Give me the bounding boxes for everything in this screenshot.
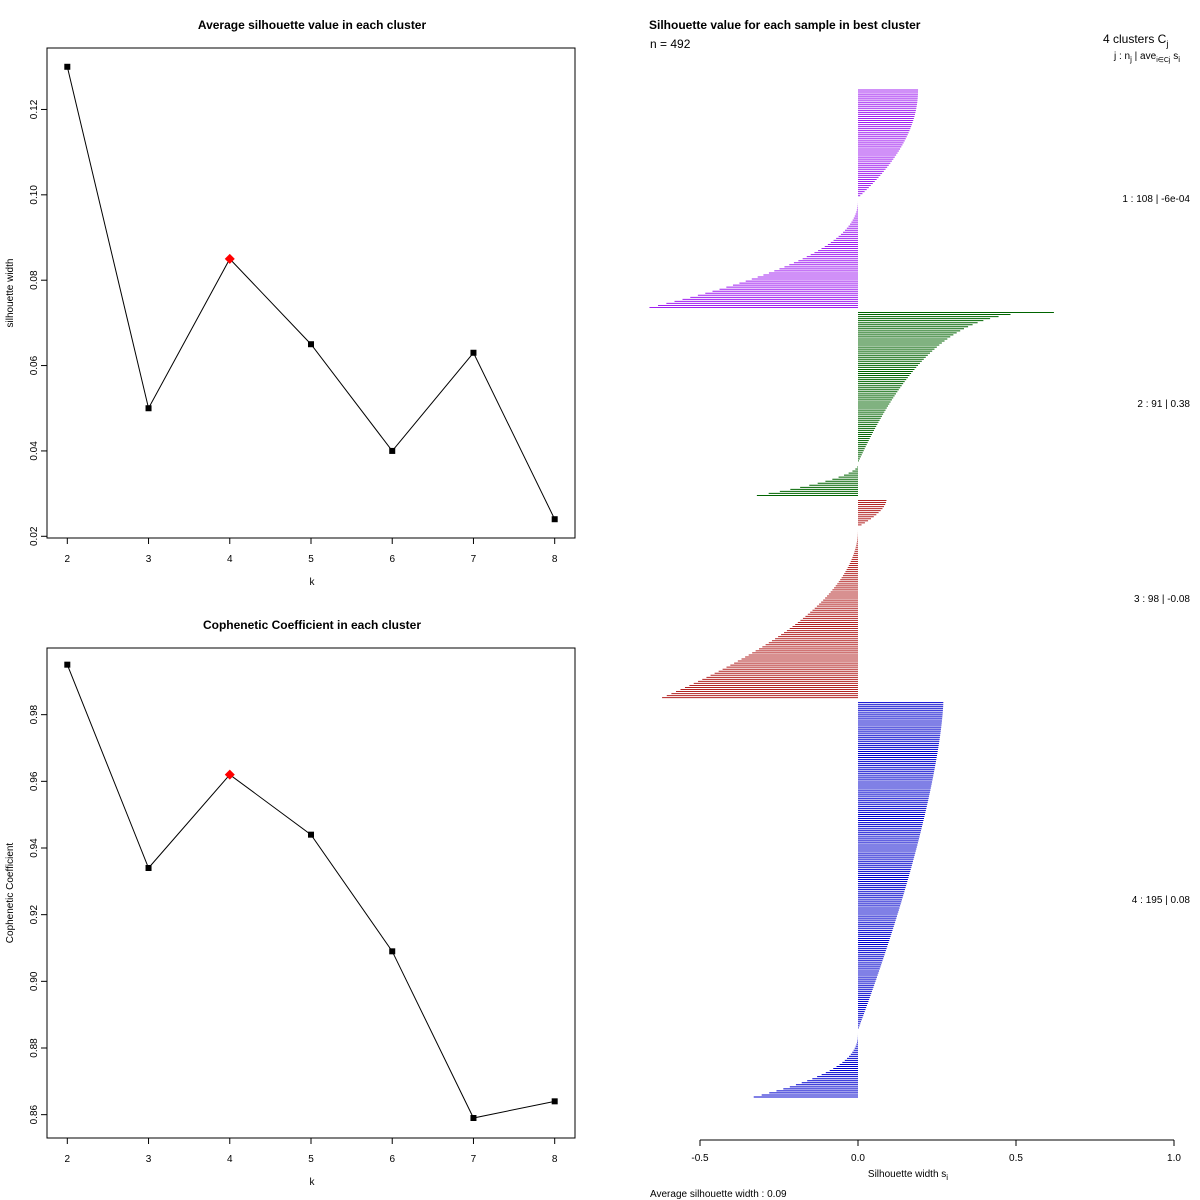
- cophenetic-xlabel: k: [310, 1177, 316, 1188]
- cophenetic-y-tick-label: 0.92: [29, 904, 40, 924]
- avg-silhouette-data-point: [308, 341, 314, 348]
- avg-silhouette-y-tick-label: 0.08: [29, 270, 40, 290]
- silhouette-x-tick-label: 1.0: [1167, 1153, 1181, 1164]
- cophenetic-y-tick-label: 0.94: [29, 838, 40, 858]
- cophenetic-axes: 2 3 4 5 6 7 8 0.86 0.88 0.90 0.92 0.94 0.96 0.98: [29, 704, 558, 1165]
- subheader-part-3: s: [1170, 51, 1178, 62]
- avg-silhouette-ylabel: silhouette width: [5, 259, 16, 328]
- cophenetic-marks: [64, 661, 558, 1121]
- avg-silhouette-y-tick-label: 0.12: [29, 99, 40, 119]
- avg-silhouette-data-point: [389, 447, 396, 454]
- avg-silhouette-xlabel: k: [310, 577, 316, 588]
- silhouette-bars: [649, 89, 1054, 1098]
- avg-silhouette-plot-frame: [46, 47, 576, 539]
- cophenetic-y-tick-label: 0.86: [29, 1104, 40, 1124]
- clusters-header: 4 clusters Cj: [1103, 32, 1168, 49]
- avg-silhouette-x-tick-label: 5: [308, 554, 314, 565]
- cluster-4-summary: 4 : 195 | 0.08: [1132, 895, 1191, 906]
- avg-silhouette-data-point: [551, 516, 558, 523]
- avg-silhouette-best-k-point: [224, 253, 235, 264]
- avg-silhouette-y-tick-label: 0.02: [29, 526, 40, 546]
- subheader-sub-1: j: [1129, 55, 1132, 64]
- cophenetic-x-tick-label: 4: [227, 1154, 233, 1165]
- average-silhouette-width: Average silhouette width : 0.09: [650, 1189, 787, 1200]
- avg-silhouette-x-tick-label: 4: [227, 554, 233, 565]
- silhouette-xlabel-main: Silhouette width s: [868, 1169, 946, 1180]
- avg-silhouette-axes: 2 3 4 5 6 7 8 0.02 0.04 0.06 0.08 0.10 0.12: [29, 99, 558, 565]
- cophenetic-y-tick-label: 0.98: [29, 704, 40, 724]
- avg-silhouette-data-point: [145, 405, 152, 412]
- cophenetic-data-point: [308, 831, 314, 838]
- avg-silhouette-y-tick-label: 0.10: [29, 185, 40, 205]
- subheader-sub-2: i∈Cj: [1156, 57, 1171, 64]
- cophenetic-data-point: [64, 661, 71, 668]
- cluster-labels: 1 : 108 | -6e-04 2 : 91 | 0.38 3 : 98 | -0…: [1122, 194, 1190, 906]
- cophenetic-y-tick-label: 0.90: [29, 971, 40, 991]
- cophenetic-x-tick-label: 7: [471, 1154, 477, 1165]
- avg-silhouette-x-tick-label: 7: [471, 554, 477, 565]
- silhouette-xlabel: Silhouette width si: [868, 1169, 948, 1182]
- silhouette-x-axis: -0.5 0.0 0.5 1.0: [691, 1139, 1181, 1164]
- avg-silhouette-x-tick-label: 2: [65, 554, 71, 565]
- silhouette-x-tick-label: 0.0: [851, 1153, 865, 1164]
- cluster-2-summary: 2 : 91 | 0.38: [1137, 399, 1190, 410]
- silhouette-plot-panel: Silhouette value for each sample in best…: [649, 18, 1190, 1200]
- cophenetic-panel: Cophenetic Coefficient in each cluster 2…: [5, 618, 576, 1188]
- avg-silhouette-x-tick-label: 3: [146, 554, 152, 565]
- avg-silhouette-y-tick-label: 0.06: [29, 355, 40, 375]
- avg-silhouette-data-point: [64, 63, 71, 70]
- avg-silhouette-data-point: [470, 349, 477, 356]
- silhouette-x-tick-label: 0.5: [1009, 1153, 1023, 1164]
- cophenetic-data-point: [551, 1098, 558, 1105]
- cophenetic-data-point: [145, 865, 152, 871]
- cophenetic-title: Cophenetic Coefficient in each cluster: [203, 618, 421, 632]
- cophenetic-y-tick-label: 0.88: [29, 1038, 40, 1058]
- silhouette-x-tick-label: -0.5: [691, 1153, 709, 1164]
- silhouette-plot-title: Silhouette value for each sample in best…: [649, 18, 921, 32]
- cophenetic-series-line: [66, 664, 555, 1119]
- cophenetic-data-point: [389, 948, 396, 955]
- avg-silhouette-title: Average silhouette value in each cluster: [198, 18, 427, 32]
- avg-silhouette-x-tick-label: 6: [389, 554, 395, 565]
- cophenetic-data-point: [470, 1115, 477, 1121]
- cophenetic-x-tick-label: 2: [65, 1154, 71, 1165]
- cluster-3-summary: 3 : 98 | -0.08: [1134, 594, 1190, 605]
- clusters-header-main: 4 clusters C: [1103, 32, 1167, 46]
- clusters-header-sub: j: [1165, 39, 1168, 49]
- avg-silhouette-marks: [64, 63, 558, 523]
- avg-silhouette-y-tick-label: 0.04: [29, 441, 40, 461]
- subheader-part-2: | ave: [1132, 51, 1157, 62]
- cophenetic-best-k-point: [224, 769, 235, 780]
- subheader-part-1: j : n: [1113, 51, 1130, 62]
- cluster-1-summary: 1 : 108 | -6e-04: [1122, 194, 1190, 205]
- subheader-sub-3: i: [1178, 55, 1180, 64]
- sample-count: n = 492: [650, 37, 691, 51]
- avg-silhouette-panel: Average silhouette value in each cluster…: [5, 18, 576, 588]
- cophenetic-x-tick-label: 3: [146, 1154, 152, 1165]
- cophenetic-x-tick-label: 6: [389, 1154, 395, 1165]
- cophenetic-x-tick-label: 5: [308, 1154, 314, 1165]
- cophenetic-x-tick-label: 8: [552, 1154, 558, 1165]
- silhouette-xlabel-sub: i: [946, 1173, 948, 1182]
- avg-silhouette-series-line: [66, 66, 556, 520]
- cophenetic-y-tick-label: 0.96: [29, 771, 40, 791]
- clusters-subheader: j : nj | avei∈Cj si: [1113, 51, 1180, 64]
- avg-silhouette-x-tick-label: 8: [552, 554, 558, 565]
- cophenetic-ylabel: Cophenetic Coefficient: [5, 843, 16, 944]
- cophenetic-plot-frame: [46, 647, 576, 1139]
